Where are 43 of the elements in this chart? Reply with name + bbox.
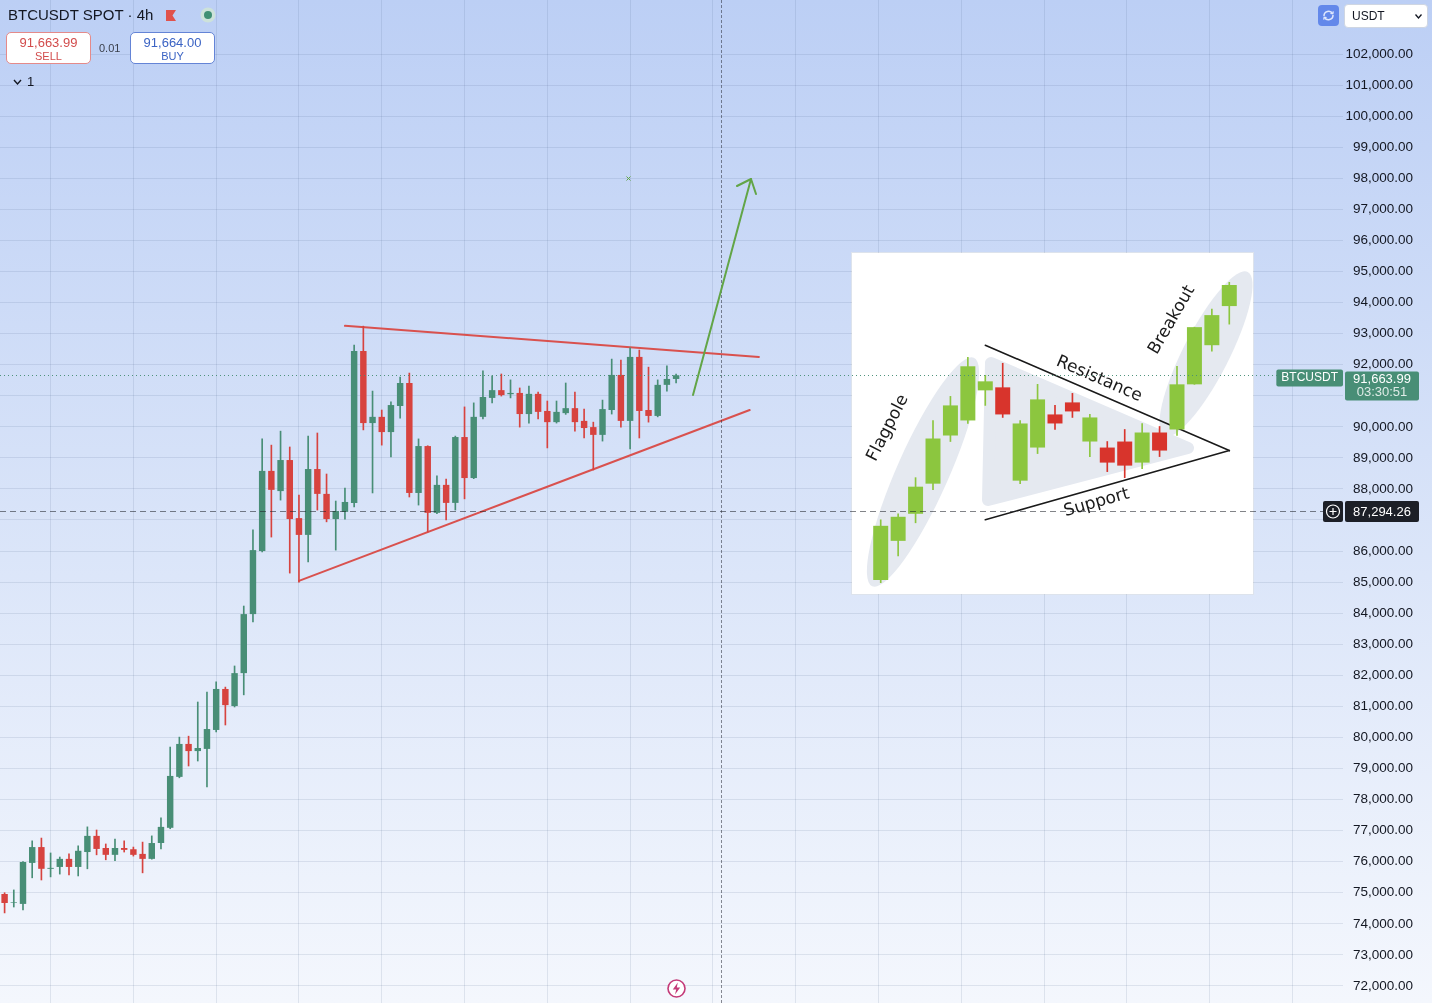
y-tick-label: 95,000.00 (1352, 263, 1413, 279)
y-tick-label: 102,000.00 (1345, 45, 1413, 61)
y-tick-label: 81,000.00 (1352, 698, 1413, 714)
y-tick-label: 85,000.00 (1352, 573, 1413, 589)
y-tick-label: 100,000.00 (1345, 107, 1413, 123)
y-tick-label: 88,000.00 (1352, 480, 1413, 496)
currency-select: USDT (1344, 4, 1428, 28)
y-tick-label: 97,000.00 (1352, 201, 1413, 217)
y-tick-label: 99,000.00 (1352, 138, 1413, 154)
y-tick-label: 101,000.00 (1345, 76, 1413, 92)
ref-line-label: 91,663.99 (1353, 370, 1411, 386)
y-tick-label: 77,000.00 (1352, 822, 1413, 838)
y-tick-label: 93,000.00 (1352, 325, 1413, 341)
y-tick-label: 73,000.00 (1352, 946, 1413, 962)
y-tick-label: 86,000.00 (1352, 542, 1413, 558)
annotation: SELL (34, 50, 63, 62)
y-tick-label: 92,000.00 (1352, 356, 1413, 372)
sell-button: 91,663.99 SELL (6, 32, 91, 64)
y-tick-label: 74,000.00 (1352, 915, 1413, 931)
y-tick-label: 90,000.00 (1352, 418, 1413, 434)
y-tick-label: 94,000.00 (1352, 294, 1413, 310)
annotation: 1 (27, 74, 35, 89)
chart-title: BTCUSDT SPOT · 4h (8, 5, 154, 25)
buy-button: 91,664.00 BUY (130, 32, 215, 64)
y-tick-label: 84,000.00 (1352, 604, 1413, 620)
y-tick-label: 83,000.00 (1352, 635, 1413, 651)
annotation: BTCUSDT (1281, 370, 1339, 385)
y-tick-label: 89,000.00 (1352, 449, 1413, 465)
y-tick-label: 79,000.00 (1352, 760, 1413, 776)
ref-line-label: 87,294.26 (1353, 503, 1411, 519)
y-tick-label: 75,000.00 (1352, 884, 1413, 900)
text: 03:30:51 (1356, 383, 1408, 399)
y-tick-label: 76,000.00 (1352, 853, 1413, 869)
y-tick-label: 98,000.00 (1352, 170, 1413, 186)
y-tick-label: 78,000.00 (1352, 791, 1413, 807)
annotation: 91,664.00 (142, 35, 203, 50)
annotation: 91,663.99 (18, 35, 79, 50)
y-tick-label: 80,000.00 (1352, 729, 1413, 745)
annotation: 0.01 (99, 42, 121, 54)
annotation: BUY (160, 50, 185, 62)
y-tick-label: 96,000.00 (1352, 232, 1413, 248)
y-tick-label: 72,000.00 (1352, 977, 1413, 993)
y-tick-label: 82,000.00 (1352, 667, 1413, 683)
